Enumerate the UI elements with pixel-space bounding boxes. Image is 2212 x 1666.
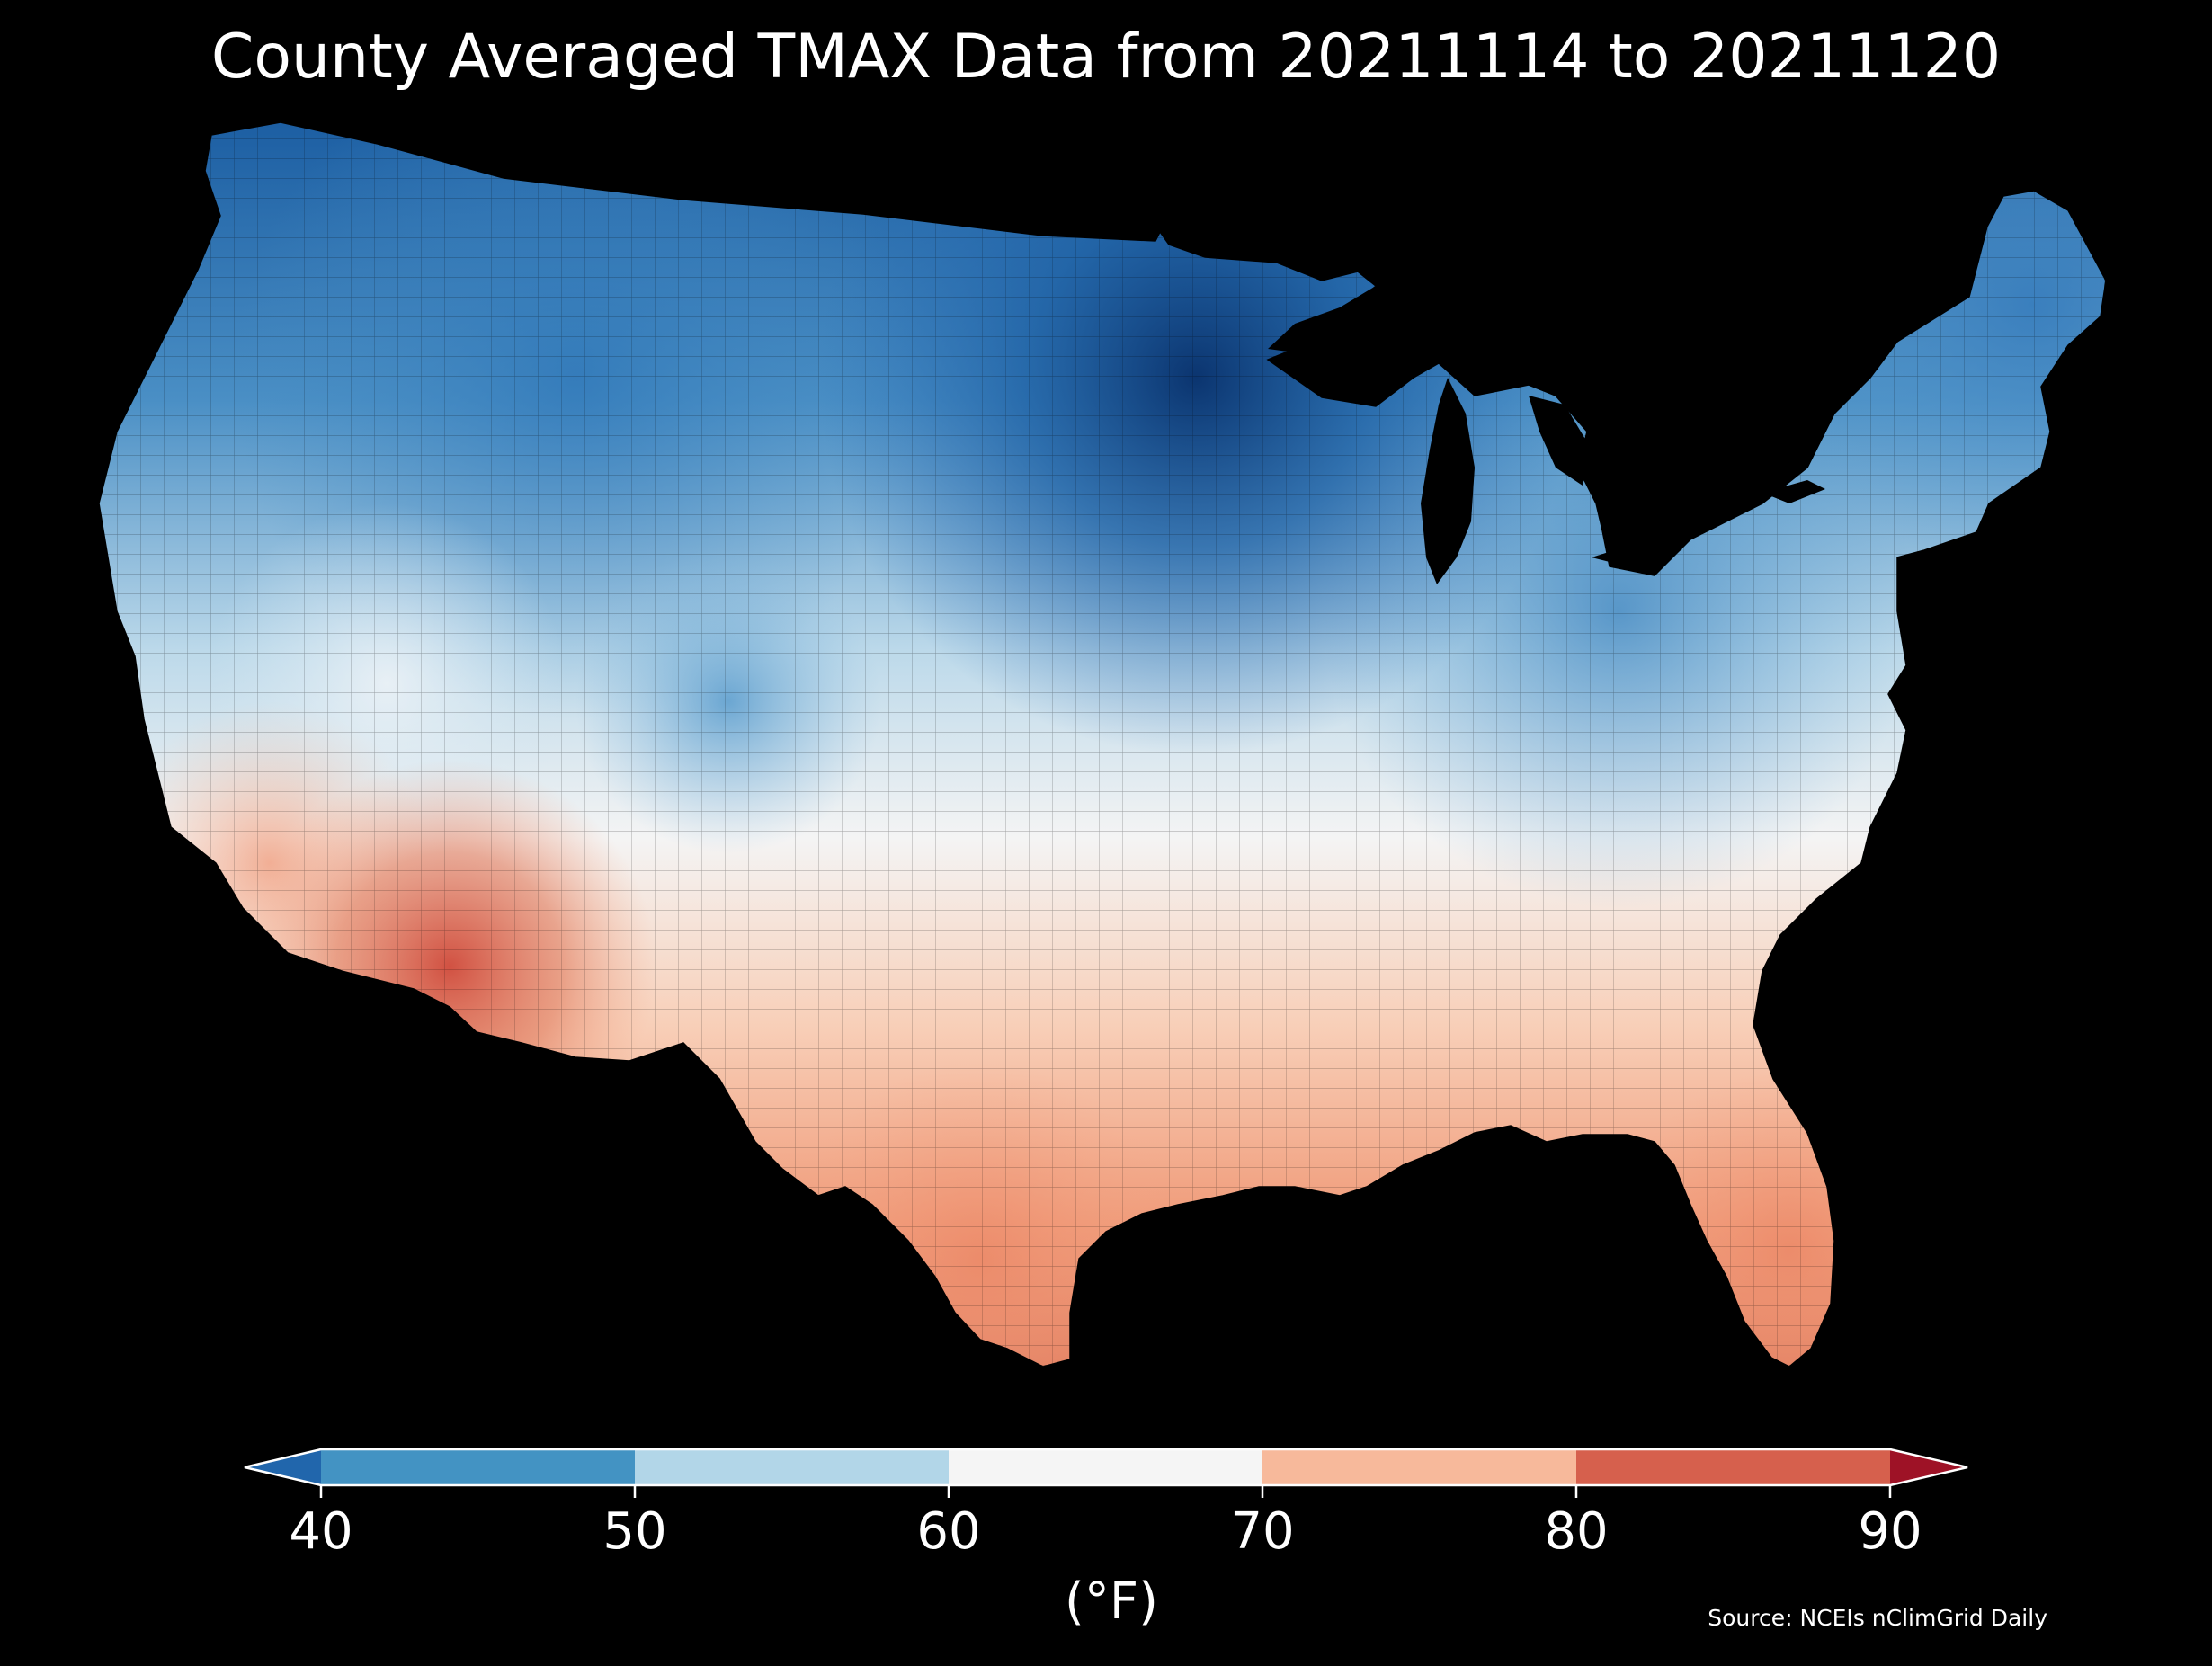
great-lakes	[1268, 270, 1825, 584]
colorbar-unit-label: (°F)	[1065, 1572, 1158, 1631]
colorbar-bin-60-70	[949, 1449, 1262, 1485]
lake-erie	[1592, 530, 1690, 566]
colorbar-tick-label: 50	[602, 1502, 667, 1561]
source-note: Source: NCEIs nClimGrid Daily	[1708, 1605, 2047, 1631]
colorbar-tick-label: 70	[1230, 1502, 1295, 1561]
lake-superior	[1268, 270, 1403, 352]
colorbar-tick-label: 90	[1858, 1502, 1922, 1561]
map-title: County Averaged TMAX Data from 20211114 …	[210, 22, 2002, 93]
colorbar-under-arrow	[245, 1449, 321, 1485]
county-choropleth	[99, 122, 2106, 1367]
colorbar-bin-40-50	[321, 1449, 635, 1485]
colorbar-bin-80-90	[1576, 1449, 1890, 1485]
colorbar-bin-70-80	[1262, 1449, 1576, 1485]
lake-huron	[1529, 396, 1592, 486]
lake-michigan	[1421, 378, 1475, 584]
colorbar-tick-label: 40	[289, 1502, 353, 1561]
colorbar-tick-label: 80	[1544, 1502, 1609, 1561]
colorbar	[244, 1448, 1968, 1498]
colorbar-tick-label: 60	[916, 1502, 981, 1561]
lake-ontario	[1762, 480, 1825, 503]
colorbar-bin-50-60	[635, 1449, 949, 1485]
colorbar-over-arrow	[1890, 1449, 1967, 1485]
colorbar-ticks	[319, 1485, 1892, 1498]
